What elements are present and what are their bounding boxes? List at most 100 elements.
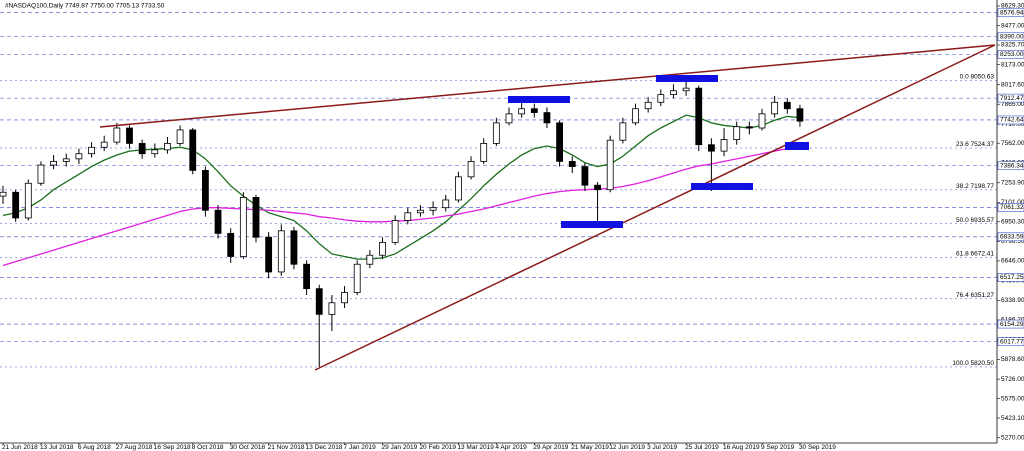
y-tick-label: 6950.30 <box>1001 219 1024 226</box>
candle-body <box>0 191 7 197</box>
candle-body <box>505 113 513 124</box>
y-tick-label: 6338.90 <box>1001 297 1024 304</box>
level-label: 6154.29 <box>1000 321 1024 328</box>
candle-body <box>708 144 715 152</box>
lower-trend-line <box>314 44 996 371</box>
candle-body <box>758 113 766 129</box>
candle-body <box>164 143 171 151</box>
candle-body <box>227 232 235 257</box>
candle-body <box>138 143 146 155</box>
zone-box <box>656 75 718 82</box>
x-tick-label: 25 Jul 2019 <box>685 444 719 451</box>
level-label-box <box>997 161 1024 171</box>
fib-label: 38.2 7198.77 <box>956 183 994 190</box>
candle-body <box>126 127 133 144</box>
candle-body <box>366 254 374 265</box>
x-tick-label: 4 Apr 2019 <box>495 444 527 451</box>
x-tick-label: 29 Apr 2019 <box>533 444 568 451</box>
candle-body <box>695 87 703 146</box>
y-tick-label: 6646.00 <box>1001 258 1024 265</box>
candle-body <box>88 146 95 155</box>
y-tick-label: 7562.00 <box>1001 140 1024 147</box>
x-tick-label: 7 Jan 2019 <box>344 444 377 451</box>
candle-body <box>214 209 222 234</box>
level-label-box <box>997 8 1024 18</box>
candle-body <box>176 129 184 144</box>
candle-body <box>290 230 298 265</box>
zone-box <box>508 96 570 103</box>
candle-body <box>201 170 209 211</box>
drawings <box>99 44 996 371</box>
candle-body <box>606 139 614 191</box>
x-tick-label: 3 Jul 2019 <box>647 444 677 451</box>
chart-title: #NASDAQ100,Daily 7749.87 7750.00 7705.13… <box>5 3 165 10</box>
y-tick-label: 5575.00 <box>1001 395 1024 402</box>
y-tick-label: 5270.00 <box>1001 434 1024 441</box>
y-tick-label: 8325.70 <box>1001 42 1024 49</box>
x-tick-label: 16 Sep 2018 <box>154 444 191 451</box>
candle-body <box>670 90 677 95</box>
y-tick-label: 8173.00 <box>1001 61 1024 68</box>
candle-body <box>796 108 804 122</box>
x-tick-label: 21 Nov 2018 <box>268 444 305 451</box>
y-tick-label: 7710.00 <box>1001 121 1024 128</box>
candle-body <box>632 108 639 124</box>
candle-body <box>467 161 475 178</box>
y-tick-label: 5423.10 <box>1001 415 1024 422</box>
candle-body <box>277 230 285 273</box>
level-label: 8253.00 <box>1000 51 1024 58</box>
candle-body <box>252 197 260 238</box>
candle-body <box>100 141 108 148</box>
candle-body <box>720 139 728 152</box>
x-tick-label: 21 Jun 2018 <box>2 444 38 451</box>
candles <box>0 80 804 367</box>
candle-body <box>442 199 450 209</box>
candle-body <box>556 122 563 162</box>
y-tick-label: 6798.50 <box>1001 238 1024 245</box>
y-tick-label: 8477.00 <box>1001 22 1024 29</box>
candle-body <box>733 126 741 140</box>
level-label-box <box>997 203 1024 212</box>
candle-body <box>62 158 70 162</box>
level-label: 7061.32 <box>1000 204 1024 211</box>
zone-box <box>691 183 753 190</box>
x-tick-label: 9 Sep 2019 <box>761 444 795 451</box>
x-tick-label: 27 Aug 2018 <box>116 444 153 451</box>
y-tick-label: 7865.00 <box>1001 101 1024 108</box>
x-tick-label: 12 Jun 2019 <box>609 444 645 451</box>
level-label: 6517.25 <box>1000 274 1024 281</box>
candle-body <box>417 209 424 214</box>
y-tick-label: 8017.60 <box>1001 81 1024 88</box>
level-label: 6833.59 <box>1000 234 1024 241</box>
candle-body <box>379 241 386 256</box>
level-label: 8390.00 <box>1000 33 1024 40</box>
zone-box <box>561 221 623 228</box>
x-tick-label: 13 Mar 2019 <box>457 444 494 451</box>
level-label: 7912.47 <box>1000 95 1024 102</box>
level-label-box <box>997 93 1024 103</box>
candle-body <box>581 166 589 186</box>
candle-body <box>391 220 399 243</box>
fib-label: 23.6 7524.37 <box>956 141 994 148</box>
upper-trend-line <box>99 44 996 128</box>
x-tick-label: 29 Jan 2019 <box>382 444 418 451</box>
moving-average <box>2 114 801 260</box>
x-tick-label: 6 Aug 2018 <box>78 444 111 451</box>
candle-body <box>12 191 20 219</box>
fib-label: 0.0 8050.63 <box>960 74 995 81</box>
candle-body <box>594 184 601 191</box>
level-label-box <box>997 319 1024 329</box>
candle-body <box>518 108 526 115</box>
candle-body <box>783 101 791 110</box>
x-tick-label: 13 Jul 2018 <box>40 444 74 451</box>
candle-body <box>771 101 779 115</box>
candle-body <box>454 176 462 201</box>
moving-average <box>2 145 801 267</box>
candle-body <box>189 129 197 171</box>
candle-body <box>682 87 690 92</box>
candle-body <box>619 122 627 141</box>
candle-body <box>265 236 273 273</box>
candle-body <box>151 149 159 155</box>
